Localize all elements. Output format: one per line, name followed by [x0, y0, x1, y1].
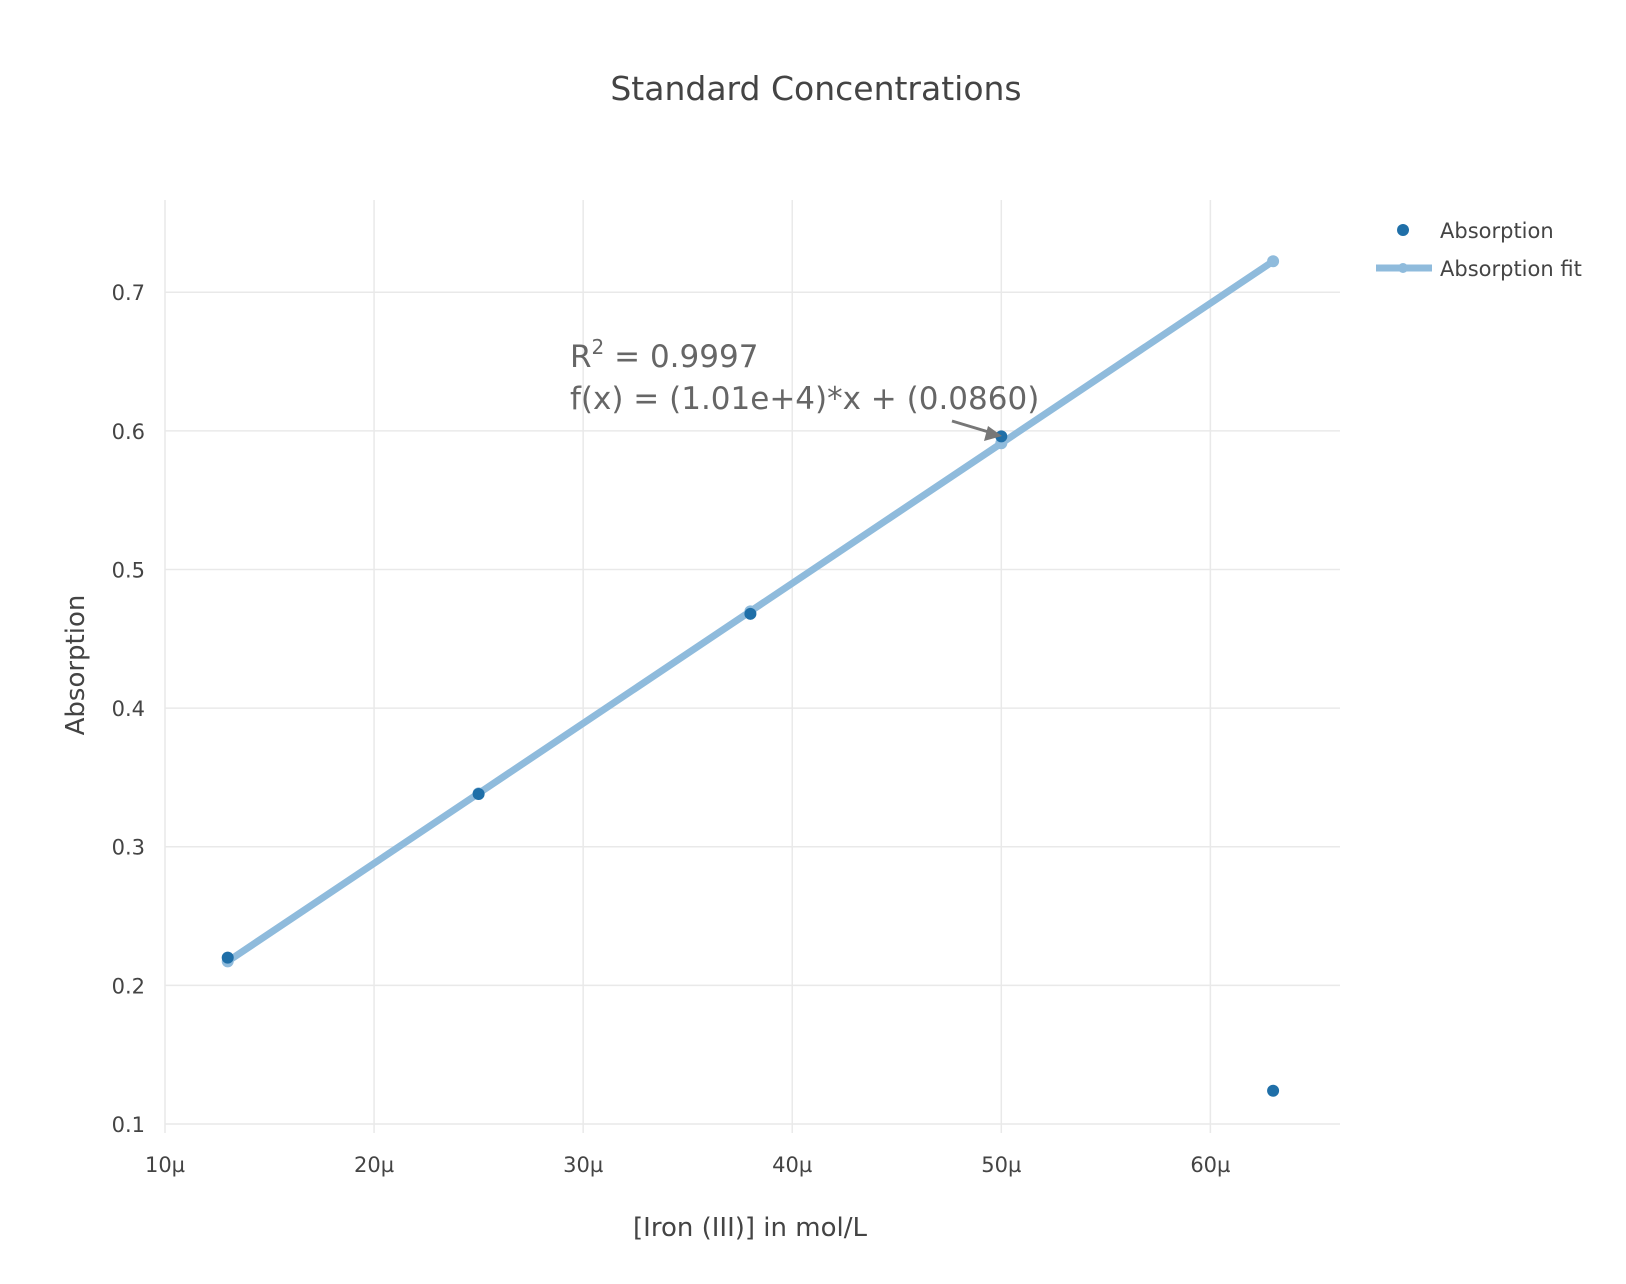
legend-marker-absorption — [1397, 224, 1409, 236]
absorption-point-2[interactable] — [744, 607, 757, 620]
y-axis-title: Absorption — [61, 595, 91, 736]
x-tick-label-5: 60µ — [1190, 1153, 1230, 1177]
y-tick-label-2: 0.3 — [112, 836, 145, 860]
fit-annotation: R2 = 0.9997 f(x) = (1.01e+4)*x + (0.0860… — [570, 335, 1039, 441]
y-tick-label-6: 0.7 — [112, 281, 145, 305]
annotation-arrow-line — [951, 419, 993, 435]
y-tick-label-5: 0.6 — [112, 420, 145, 444]
legend-label-absorption-fit: Absorption fit — [1440, 257, 1582, 281]
y-tick-label-0: 0.1 — [112, 1113, 145, 1137]
x-tick-label-0: 10µ — [145, 1153, 185, 1177]
x-tick-label-4: 50µ — [981, 1153, 1021, 1177]
legend: Absorption Absorption fit — [1376, 219, 1582, 281]
legend-item-absorption-fit[interactable]: Absorption fit — [1376, 257, 1582, 281]
x-axis-title: [Iron (III)] in mol/L — [633, 1213, 867, 1243]
annotation-r-squared: R2 = 0.9997 — [570, 335, 758, 375]
series-absorption — [221, 430, 1280, 1097]
y-tick-label-3: 0.4 — [112, 697, 145, 721]
annotation-r-letter: R — [570, 339, 592, 375]
x-tick-label-2: 30µ — [563, 1153, 603, 1177]
chart-title: Standard Concentrations — [610, 69, 1021, 108]
y-tick-label-1: 0.2 — [112, 974, 145, 998]
absorption-point-0[interactable] — [221, 951, 234, 964]
annotation-fit-equation: f(x) = (1.01e+4)*x + (0.0860) — [570, 381, 1039, 417]
y-tick-labels: 0.1 0.2 0.3 0.4 0.5 0.6 0.7 — [112, 281, 145, 1137]
y-gridlines — [165, 291, 1340, 1125]
annotation-r-superscript: 2 — [592, 335, 605, 359]
annotation-r-value: = 0.9997 — [604, 339, 758, 375]
x-gridlines — [164, 200, 1212, 1133]
x-tick-label-3: 40µ — [772, 1153, 812, 1177]
fit-point-4[interactable] — [1267, 255, 1280, 268]
x-tick-labels: 10µ 20µ 30µ 40µ 50µ 60µ — [145, 1153, 1230, 1177]
legend-marker-absorption-fit — [1398, 263, 1408, 273]
absorption-point-4[interactable] — [1267, 1084, 1280, 1097]
legend-item-absorption[interactable]: Absorption — [1397, 219, 1554, 243]
annotation-arrow-head — [984, 426, 1002, 441]
y-tick-label-4: 0.5 — [112, 558, 145, 582]
legend-label-absorption: Absorption — [1440, 219, 1554, 243]
x-tick-label-1: 20µ — [354, 1153, 394, 1177]
absorption-point-1[interactable] — [472, 788, 485, 801]
